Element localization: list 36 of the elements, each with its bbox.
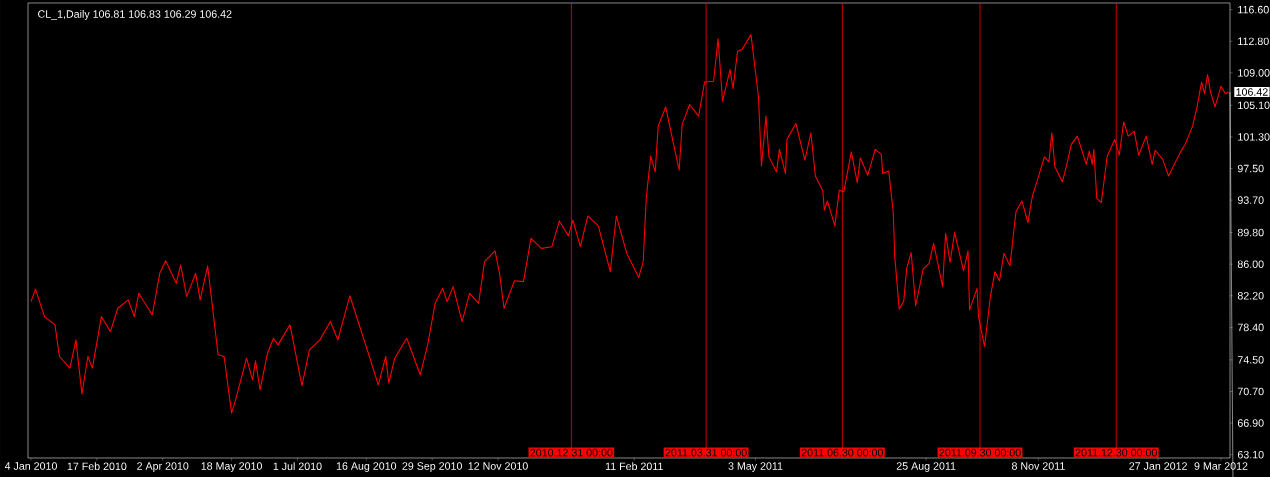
x-tick-label: 2 Apr 2010 bbox=[137, 462, 189, 472]
y-tick-label: 86.00 bbox=[1237, 260, 1264, 268]
y-tick-label: 63.10 bbox=[1237, 450, 1264, 459]
y-tick-label: 97.50 bbox=[1237, 164, 1264, 173]
x-tick-label: 25 Aug 2011 bbox=[896, 462, 956, 472]
x-tick-label: 29 Sep 2010 bbox=[402, 462, 462, 472]
y-tick-label: 101.30 bbox=[1238, 133, 1270, 141]
y-tick-label: 112.80 bbox=[1238, 37, 1269, 46]
ref-line-label: 2010.12.31 00:00 bbox=[530, 448, 613, 457]
x-tick-label: 3 May 2011 bbox=[728, 462, 783, 472]
text: 106.42 bbox=[1236, 88, 1268, 96]
y-tick-label: 89.80 bbox=[1237, 228, 1264, 237]
x-tick-label: 11 Feb 2011 bbox=[605, 462, 663, 471]
x-tick-label: 1 Jul 2010 bbox=[273, 462, 322, 471]
y-tick-label: 105.10 bbox=[1238, 101, 1270, 110]
y-tick-label: 116.60 bbox=[1238, 5, 1269, 14]
ref-line-label: 2011.06.30 00:00 bbox=[801, 448, 884, 457]
x-tick-label: 17 Feb 2010 bbox=[67, 462, 127, 471]
y-tick-label: 93.70 bbox=[1237, 196, 1264, 204]
x-tick-label: 4 Jan 2010 bbox=[4, 462, 57, 470]
x-tick-label: 16 Aug 2010 bbox=[336, 462, 397, 472]
ref-line-label: 2011.12.30 00:00 bbox=[1075, 448, 1157, 457]
y-tick-label: 74.50 bbox=[1237, 356, 1264, 364]
x-tick-label: 18 May 2010 bbox=[201, 462, 262, 472]
y-tick-label: 78.40 bbox=[1237, 323, 1264, 332]
text: CL_1,Daily 106.81 106.83 106.29 106.42 bbox=[38, 9, 232, 20]
ref-line-label: 2011.03.31 00:00 bbox=[665, 448, 747, 457]
x-tick-label: 8 Nov 2011 bbox=[1011, 462, 1065, 470]
y-tick-label: 66.90 bbox=[1237, 419, 1264, 427]
y-tick-label: 82.20 bbox=[1237, 292, 1264, 300]
y-tick-label: 70.70 bbox=[1237, 387, 1264, 396]
y-tick-label: 109.00 bbox=[1238, 69, 1270, 77]
x-tick-label: 9 Mar 2012 bbox=[1194, 462, 1248, 470]
x-tick-label: 12 Nov 2010 bbox=[468, 462, 528, 470]
x-tick-label: 27 Jan 2012 bbox=[1129, 462, 1187, 470]
ref-line-label: 2011.09.30 00:00 bbox=[939, 448, 1021, 457]
